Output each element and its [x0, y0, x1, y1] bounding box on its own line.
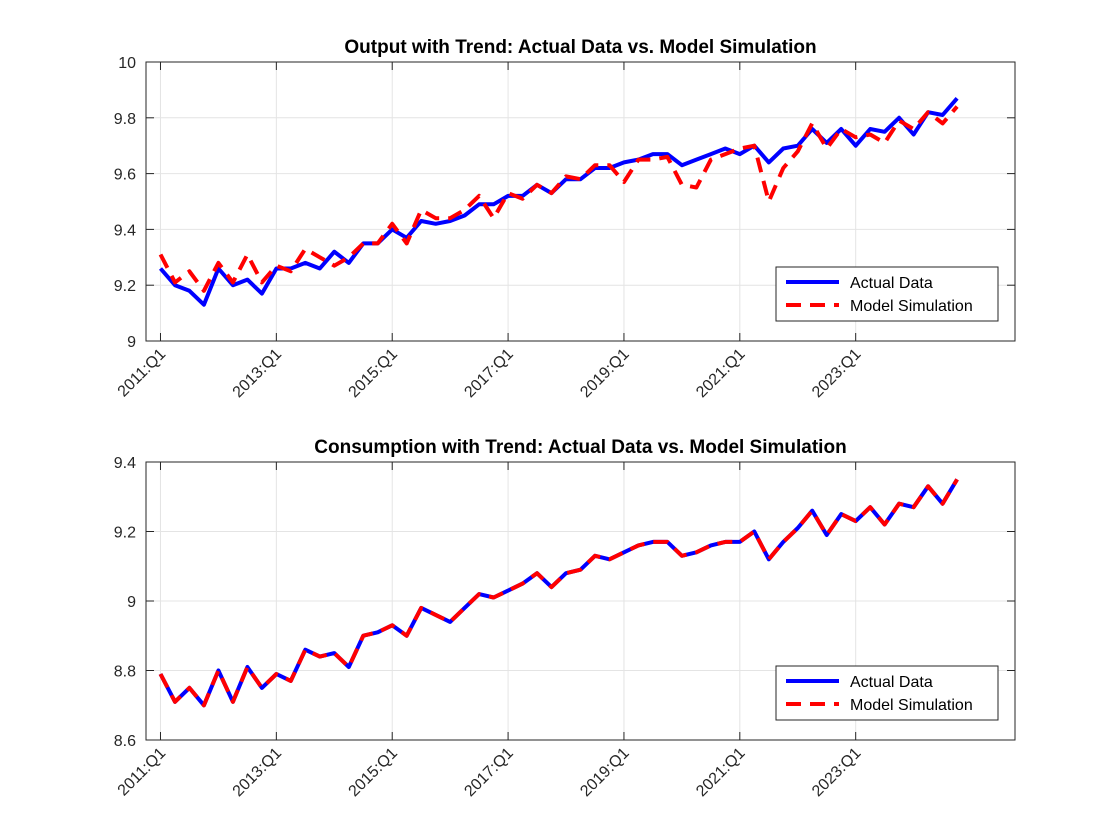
- x-tick-label: 2023:Q1: [809, 745, 864, 800]
- x-tick-label: 2013:Q1: [230, 346, 285, 401]
- y-tick-label: 9.2: [114, 278, 136, 295]
- x-tick-label: 2021:Q1: [693, 745, 748, 800]
- y-tick-label: 10: [118, 55, 136, 72]
- legend-label: Actual Data: [850, 275, 933, 292]
- y-tick-label: 9.8: [114, 111, 136, 128]
- x-tick-label: 2017:Q1: [461, 346, 516, 401]
- x-tick-label: 2019:Q1: [577, 745, 632, 800]
- y-tick-label: 9: [127, 594, 136, 611]
- x-tick-label: 2011:Q1: [115, 745, 170, 800]
- y-tick-label: 9: [127, 334, 136, 351]
- x-tick-label: 2015:Q1: [346, 745, 401, 800]
- chart-title: Output with Trend: Actual Data vs. Model…: [344, 37, 816, 58]
- x-tick-label: 2019:Q1: [577, 346, 632, 401]
- y-tick-label: 8.8: [114, 664, 136, 681]
- x-tick-label: 2021:Q1: [693, 346, 748, 401]
- legend-label: Actual Data: [850, 674, 933, 691]
- series-line-1: [158, 478, 959, 708]
- legend-box: [775, 665, 999, 721]
- x-tick-label: 2015:Q1: [346, 346, 401, 401]
- y-tick-label: 9.4: [114, 455, 136, 472]
- y-tick-label: 8.6: [114, 733, 136, 750]
- chart-output: 9 9.2 9.4 9.6 9.8 10 2011:Q1 2013:Q1 2015:Q1 2017…: [114, 37, 1016, 401]
- series-line-1: [158, 105, 959, 293]
- chart-consumption: 8.6 8.8 9 9.2 9.4 2011:Q1 2013:Q1 2015:Q1 2017:Q…: [114, 437, 1016, 800]
- axes-box: [145, 461, 1016, 741]
- x-tick-label: 2017:Q1: [461, 745, 516, 800]
- legend-label: Model Simulation: [850, 298, 973, 315]
- x-tick-label: 2013:Q1: [230, 745, 285, 800]
- legend-label: Model Simulation: [850, 697, 973, 714]
- y-tick-label: 9.6: [114, 167, 136, 184]
- axes-box: [145, 61, 1016, 342]
- x-tick-label: 2011:Q1: [115, 346, 170, 401]
- chart-title: Consumption with Trend: Actual Data vs. …: [314, 437, 846, 458]
- x-tick-label: 2023:Q1: [809, 346, 864, 401]
- y-tick-label: 9.4: [114, 222, 136, 239]
- legend-box: [775, 266, 999, 322]
- y-tick-label: 9.2: [114, 525, 136, 542]
